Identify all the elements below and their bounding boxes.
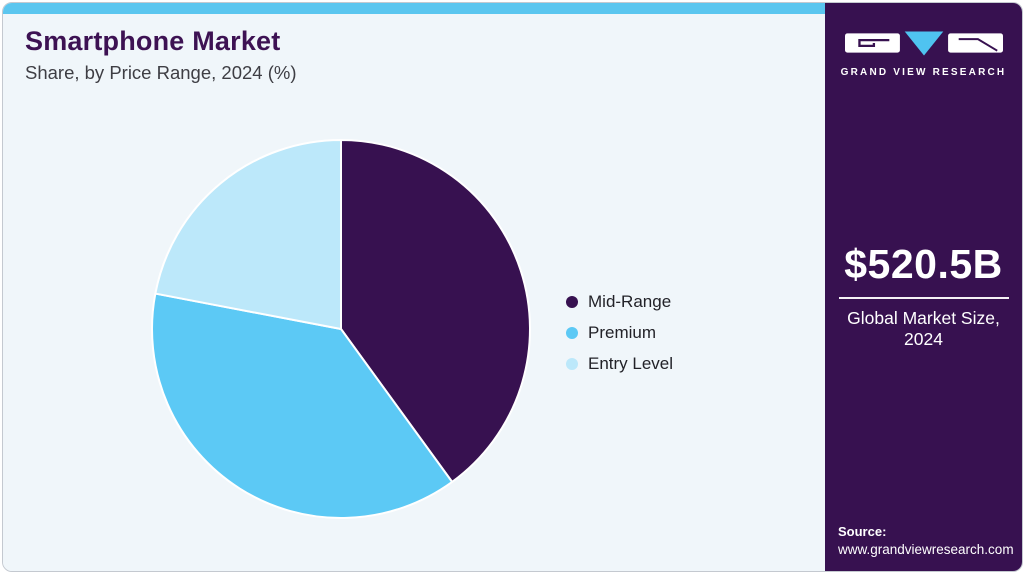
legend: Mid-Range Premium Entry Level [566,286,673,379]
source-block: Source: www.grandviewresearch.com [838,524,1014,557]
logo-g-badge [844,33,900,53]
legend-swatch-premium-icon [566,326,578,339]
pie-chart [151,139,531,519]
logo-v-triangle-icon [904,31,943,56]
gvr-logo: GRAND VIEW RESEARCH [825,30,1022,78]
legend-swatch-mid-range-icon [566,295,578,308]
legend-label-entry-level: Entry Level [588,353,674,373]
market-size-label: Global Market Size, 2024 [847,308,1000,349]
legend-label-mid-range: Mid-Range [588,291,672,311]
market-size-value: $520.5B [844,241,1003,287]
page-subtitle: Share, by Price Range, 2024 (%) [25,62,297,84]
pie-slice-premium [151,292,454,519]
logo-r-badge [947,33,1003,53]
source-label: Source: [838,524,887,539]
page-title: Smartphone Market [25,26,281,56]
market-size-block: $520.5B Global Market Size, 2024 [825,241,1022,350]
sidebar: GRAND VIEW RESEARCH $520.5B Global Marke… [825,3,1022,571]
brand-name: GRAND VIEW RESEARCH [840,67,1007,78]
legend-swatch-entry-level-icon [566,357,578,370]
logo-r-mark-icon [958,38,998,52]
top-accent-bar [3,3,825,14]
gvr-logo-marks [844,31,1003,56]
legend-item-entry-level: Entry Level [566,348,673,379]
legend-item-premium: Premium [566,317,673,348]
pie-slice-mid-range [340,139,531,483]
market-size-divider [838,297,1009,299]
logo-g-mark-icon [857,38,889,48]
chart-header: Smartphone Market Share, by Price Range,… [25,27,296,84]
chart-panel: Smartphone Market Share, by Price Range,… [3,3,825,571]
legend-label-premium: Premium [588,322,657,342]
legend-item-mid-range: Mid-Range [566,286,673,317]
source-url: www.grandviewresearch.com [838,542,1014,557]
pie-slice-entry-level [154,139,342,330]
